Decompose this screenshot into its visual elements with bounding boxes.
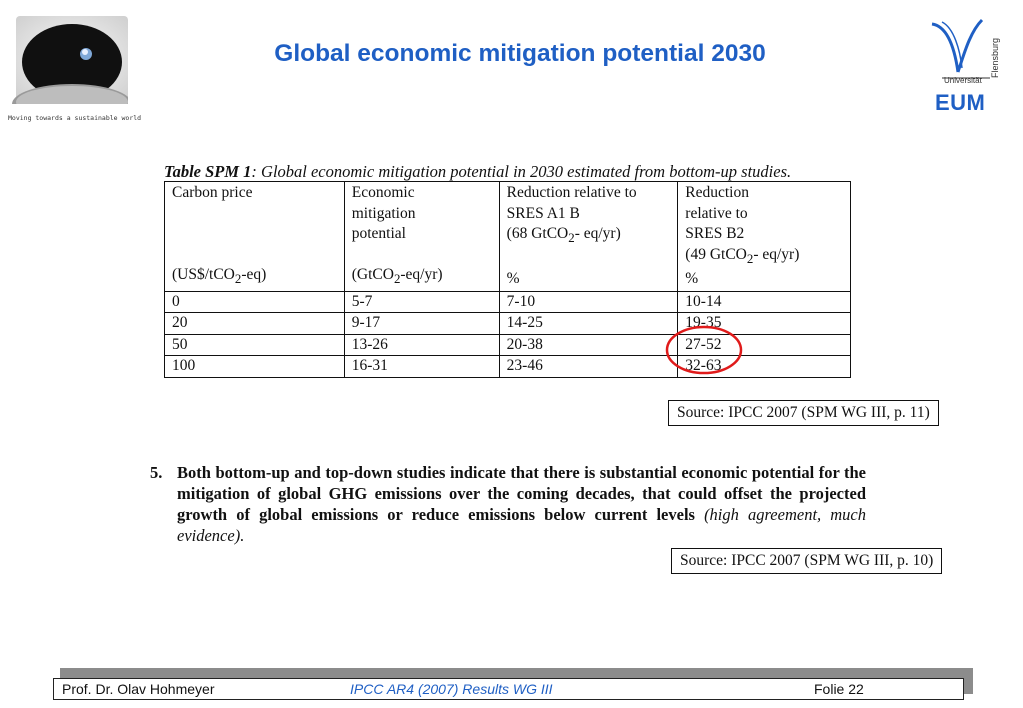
- flensburg-vertical-label: Flensburg: [990, 38, 1000, 78]
- university-logo: Flensburg: [928, 14, 1000, 124]
- table-cell: 16-31: [343, 355, 500, 378]
- page-title: Global economic mitigation potential 203…: [274, 40, 766, 67]
- university-v-icon: [931, 18, 990, 79]
- logo-tagline: Moving towards a sustainable world: [8, 114, 142, 122]
- table-caption-text: : Global economic mitigation potential i…: [251, 162, 792, 181]
- mitigation-table: Carbon price (US$/tCO2-eq) Economic miti…: [164, 181, 851, 378]
- table-cell: 50: [164, 333, 345, 357]
- footer-topic: IPCC AR4 (2007) Results WG III: [350, 681, 553, 697]
- table-cell: 20: [164, 312, 345, 335]
- table-caption: Table SPM 1: Global economic mitigation …: [164, 162, 791, 182]
- table-cell: 5-7: [343, 290, 500, 314]
- source-citation-paragraph: Source: IPCC 2007 (SPM WG III, p. 10): [671, 548, 943, 574]
- header-carbon-price: Carbon price (US$/tCO2-eq): [164, 181, 345, 292]
- earthrise-logo: [10, 12, 128, 104]
- table-row: 20 9-17 14-25 19-35: [164, 312, 851, 335]
- table-cell: 7-10: [498, 290, 679, 314]
- footer-page-number: Folie 22: [814, 681, 864, 697]
- source-citation-table: Source: IPCC 2007 (SPM WG III, p. 11): [668, 400, 939, 426]
- table-caption-label: Table SPM 1: [164, 162, 252, 181]
- header-reduction-b2: Reduction relative to SRES B2 (49 GtCO2-…: [677, 181, 851, 292]
- header-economic-potential: Economic mitigation potential (GtCO2-eq/…: [343, 181, 500, 292]
- table-row: 50 13-26 20-38 27-52: [164, 333, 851, 357]
- table-cell: 10-14: [677, 290, 851, 314]
- university-label: Universität: [944, 76, 982, 85]
- finding-text: Both bottom-up and top-down studies indi…: [177, 463, 866, 545]
- footer-author: Prof. Dr. Olav Hohmeyer: [62, 681, 215, 697]
- highlight-circle: [665, 325, 743, 375]
- table-cell: 20-38: [498, 333, 679, 357]
- table-cell: 13-26: [343, 333, 500, 357]
- earthrise-image: [12, 24, 128, 104]
- table-cell: 0: [164, 290, 345, 314]
- header-reduction-a1b: Reduction relative to SRES A1 B (68 GtCO…: [498, 181, 679, 292]
- table-row: 0 5-7 7-10 10-14: [164, 290, 851, 314]
- table-cell: 9-17: [343, 312, 500, 335]
- table-header-row: Carbon price (US$/tCO2-eq) Economic miti…: [164, 181, 851, 292]
- table-cell: 100: [164, 355, 345, 378]
- table-row: 100 16-31 23-46 32-63: [164, 355, 851, 378]
- institute-logo-text: EUM: [935, 90, 986, 115]
- finding-confidence: (high agreement, much evidence).: [177, 505, 866, 545]
- university-vertical-text: Flensburg: [990, 38, 1000, 78]
- table-cell: 32-63: [677, 355, 851, 378]
- table-cell: 23-46: [498, 355, 679, 378]
- footer-bar: Prof. Dr. Olav Hohmeyer IPCC AR4 (2007) …: [53, 678, 964, 700]
- finding-number: 5.: [150, 463, 163, 482]
- table-cell: 14-25: [498, 312, 679, 335]
